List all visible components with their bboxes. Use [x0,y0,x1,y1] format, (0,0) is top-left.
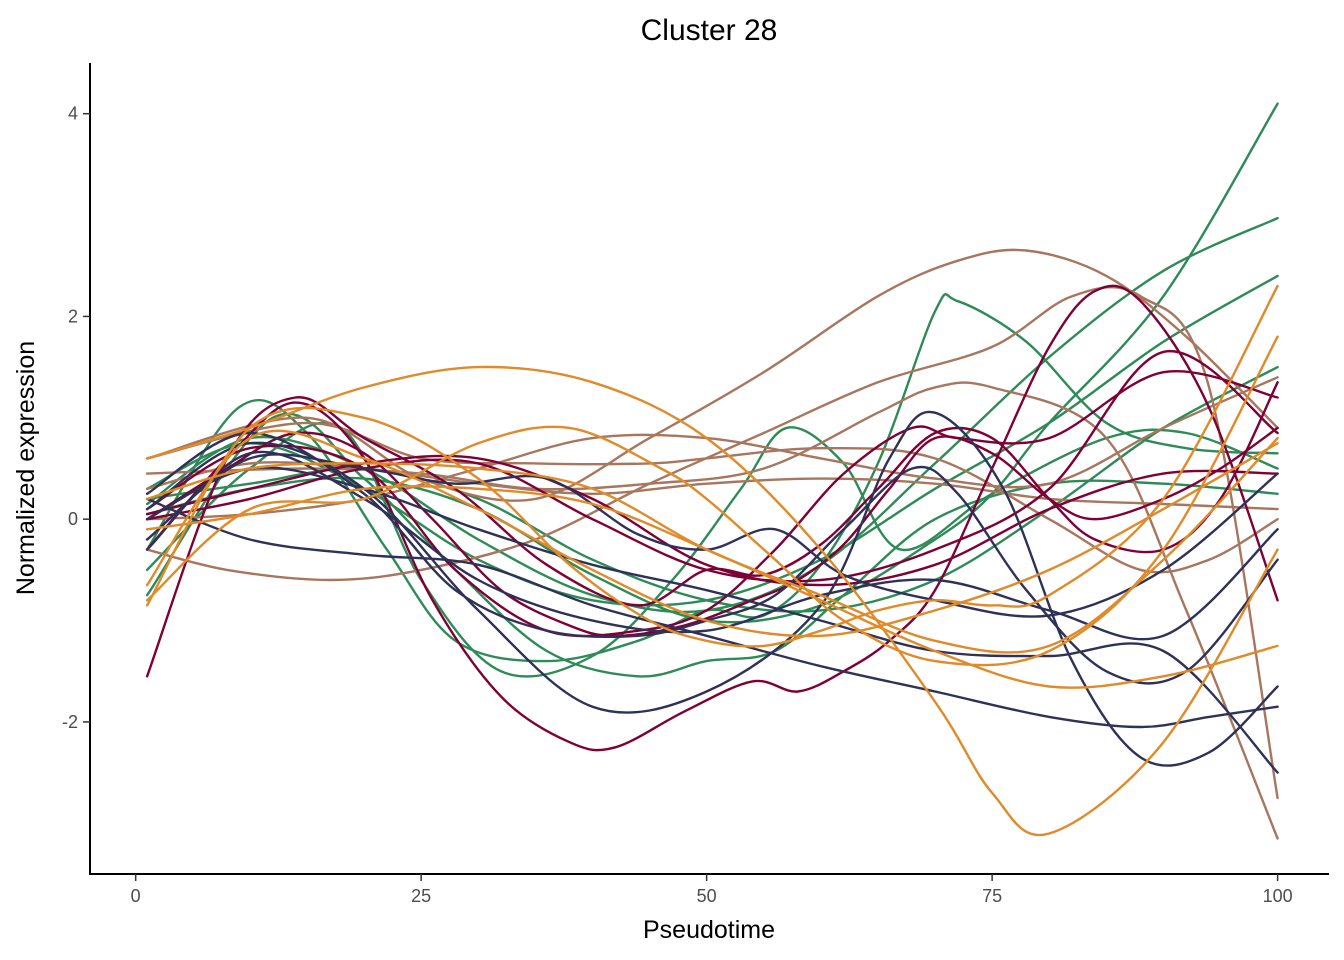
series-line-25 [145,466,1279,774]
series-line-21 [145,450,1279,641]
series-line-26 [145,365,1279,837]
series-line-28 [145,335,1279,667]
y-tick-label: 0 [68,509,78,529]
series-lines [145,102,1279,840]
series-line-6 [145,421,1279,678]
y-axis-ticks: -2 0 2 4 [62,104,90,732]
x-tick-label: 100 [1263,886,1293,906]
series-line-22 [145,410,1279,767]
x-tick-label: 25 [411,886,431,906]
series-line-23 [145,431,1279,685]
series-line-20 [145,497,1279,729]
series-line-16 [145,426,1279,637]
y-tick-label: 4 [68,104,78,124]
x-tick-label: 0 [131,886,141,906]
series-line-17 [145,350,1279,583]
series-line-27 [145,284,1279,648]
series-line-9 [145,285,1279,800]
y-tick-label: -2 [62,712,78,732]
axes [89,63,1329,875]
series-line-30 [145,485,1279,689]
y-tick-label: 2 [68,306,78,326]
series-line-31 [145,436,1279,654]
chart-title: Cluster 28 [641,14,778,47]
x-axis-label: Pseudotime [643,916,775,944]
series-line-11 [145,421,1279,574]
x-axis-ticks: 0 25 50 75 100 [131,874,1293,906]
x-tick-label: 50 [697,886,717,906]
series-line-29 [145,429,1279,638]
y-axis-label: Normalized expression [12,341,40,595]
x-tick-label: 75 [982,886,1002,906]
